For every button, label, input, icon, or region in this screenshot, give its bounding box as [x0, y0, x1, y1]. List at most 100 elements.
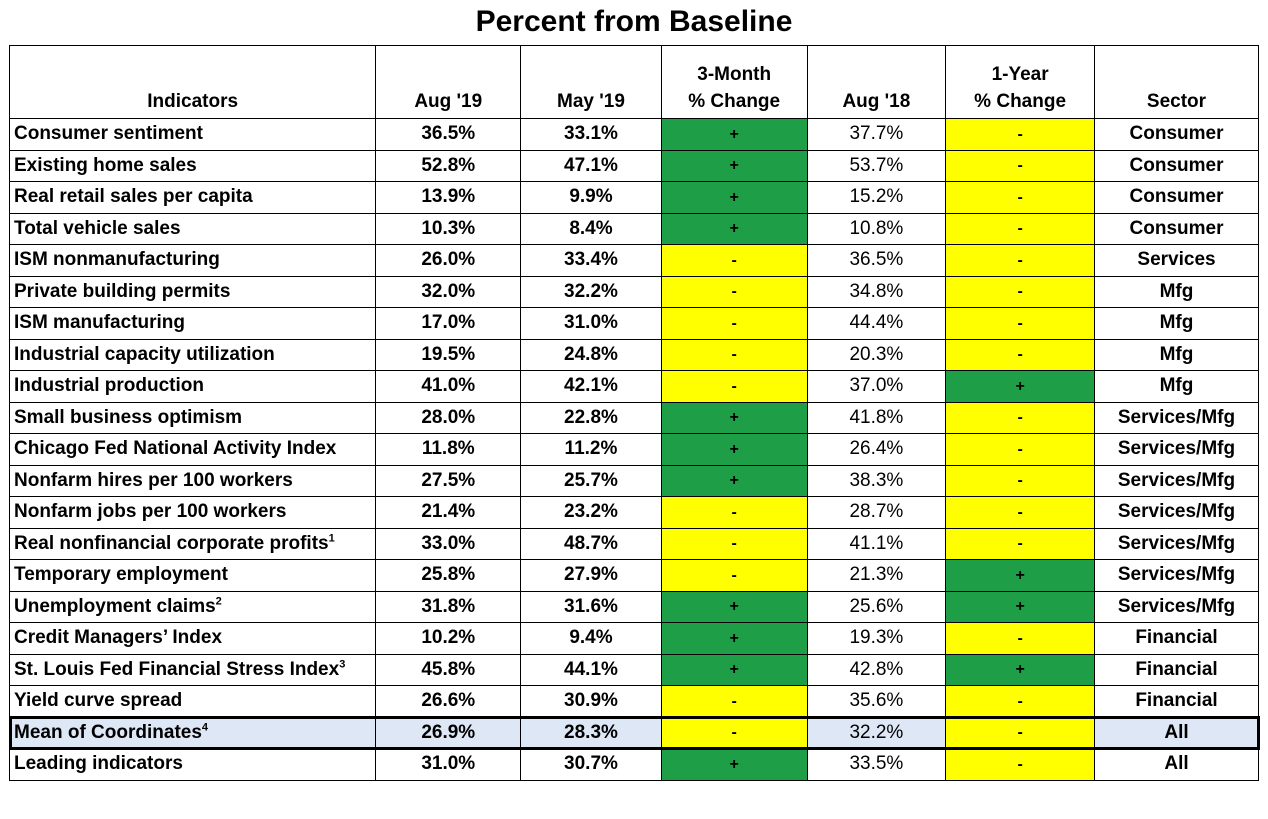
indicator-name-cell: Industrial capacity utilization — [8, 338, 377, 371]
may19-value: 30.9% — [520, 685, 662, 718]
sector-value: Services/Mfg — [1094, 433, 1259, 466]
indicator-name: Mean of Coordinates — [14, 721, 202, 743]
indicator-name-cell: Industrial production — [8, 370, 377, 403]
change-sign: - — [1017, 188, 1023, 206]
footnote-marker: 3 — [339, 658, 346, 671]
may19-value: 44.1% — [520, 653, 662, 686]
3month-change-cell: + — [660, 433, 808, 466]
indicator-name: Nonfarm jobs per 100 workers — [14, 501, 287, 523]
sector-value: Services/Mfg — [1094, 590, 1259, 623]
change-sign: - — [1017, 629, 1023, 647]
may19-value: 28.3% — [520, 716, 662, 749]
sector-value: Consumer — [1094, 118, 1259, 151]
change-sign: - — [1017, 220, 1023, 238]
3month-change-cell: + — [660, 181, 808, 214]
may19-value: 47.1% — [520, 149, 662, 182]
aug19-value: 32.0% — [375, 275, 522, 308]
table-row: ISM nonmanufacturing 26.0% 33.4% - 36.5% - Ser… — [8, 244, 1259, 277]
table-row: Temporary employment 25.8% 27.9% - 21.3% + Ser… — [8, 559, 1259, 592]
aug18-value: 34.8% — [806, 275, 947, 308]
change-sign: + — [1015, 598, 1025, 616]
aug18-value: 53.7% — [806, 149, 947, 182]
may19-value: 33.4% — [520, 244, 662, 277]
change-sign: + — [1015, 377, 1025, 395]
aug18-value: 28.7% — [806, 496, 947, 529]
change-sign: + — [729, 755, 739, 773]
sector-value: Financial — [1094, 622, 1259, 655]
aug19-value: 17.0% — [375, 307, 522, 340]
3month-change-cell: - — [660, 716, 808, 749]
change-sign: + — [729, 472, 739, 490]
may19-value: 11.2% — [520, 433, 662, 466]
aug19-value: 10.2% — [375, 622, 522, 655]
header-aug18: Aug '18 — [806, 45, 947, 119]
change-sign: + — [729, 157, 739, 175]
aug19-value: 33.0% — [375, 527, 522, 560]
header-sector: Sector — [1094, 45, 1259, 119]
indicator-name-cell: Credit Managers’ Index — [8, 622, 377, 655]
aug19-value: 13.9% — [375, 181, 522, 214]
header-aug19: Aug '19 — [375, 45, 522, 119]
3month-change-cell: + — [660, 464, 808, 497]
change-sign: - — [731, 535, 737, 553]
may19-value: 33.1% — [520, 118, 662, 151]
3month-change-cell: - — [660, 244, 808, 277]
header-row: Indicators Aug '19 May '19 3-Month % Cha… — [8, 45, 1259, 119]
aug19-value: 31.8% — [375, 590, 522, 623]
table-row: ISM manufacturing 17.0% 31.0% - 44.4% - Mfg — [8, 307, 1259, 340]
sector-value: Mfg — [1094, 307, 1259, 340]
3month-change-cell: - — [660, 559, 808, 592]
indicator-name: St. Louis Fed Financial Stress Index — [14, 658, 340, 680]
change-sign: + — [729, 661, 739, 679]
aug19-value: 11.8% — [375, 433, 522, 466]
table-row: Nonfarm hires per 100 workers 27.5% 25.7% +… — [8, 464, 1259, 497]
aug18-value: 15.2% — [806, 181, 947, 214]
aug19-value: 52.8% — [375, 149, 522, 182]
may19-value: 48.7% — [520, 527, 662, 560]
indicator-name-cell: Chicago Fed National Activity Index — [8, 433, 377, 466]
aug18-value: 26.4% — [806, 433, 947, 466]
footnote-marker: 2 — [215, 595, 222, 608]
change-sign: + — [1015, 566, 1025, 584]
aug18-value: 10.8% — [806, 212, 947, 245]
change-sign: + — [729, 440, 739, 458]
may19-value: 9.4% — [520, 622, 662, 655]
change-sign: + — [729, 598, 739, 616]
indicator-name-cell: St. Louis Fed Financial Stress Index3 — [8, 653, 377, 686]
aug18-value: 32.2% — [806, 716, 947, 749]
3month-change-cell: - — [660, 338, 808, 371]
table-row: Small business optimism 28.0% 22.8% +41.8% -… — [8, 401, 1259, 434]
aug19-value: 41.0% — [375, 370, 522, 403]
sector-value: All — [1094, 748, 1259, 781]
aug19-value: 26.6% — [375, 685, 522, 718]
table-row-mean: Mean of Coordinates4 26.9% 28.3% -32.2% - All — [8, 716, 1260, 750]
change-sign: - — [731, 346, 737, 364]
indicator-name: Leading indicators — [14, 753, 183, 775]
indicator-name-cell: Mean of Coordinates4 — [8, 716, 377, 749]
change-sign: - — [1017, 125, 1023, 143]
sector-value: Mfg — [1094, 338, 1259, 371]
change-sign: + — [729, 125, 739, 143]
1year-change-cell: + — [945, 590, 1095, 623]
1year-change-cell: - — [945, 212, 1095, 245]
aug18-value: 37.0% — [806, 370, 947, 403]
change-sign: - — [731, 251, 737, 269]
indicator-name-cell: Consumer sentiment — [8, 118, 377, 151]
1year-change-cell: - — [945, 748, 1095, 781]
indicator-name: Consumer sentiment — [14, 123, 203, 145]
change-sign: + — [729, 188, 739, 206]
sector-value: Financial — [1094, 685, 1259, 718]
aug19-value: 26.9% — [375, 716, 522, 749]
indicator-name: Existing home sales — [14, 154, 197, 176]
header-1year-line2: % Change — [974, 91, 1067, 112]
1year-change-cell: - — [945, 716, 1095, 749]
change-sign: - — [1017, 440, 1023, 458]
table-row: Total vehicle sales 10.3% 8.4% +10.8% - Consu… — [8, 212, 1259, 245]
header-3month-change: 3-Month % Change — [660, 45, 808, 119]
may19-value: 24.8% — [520, 338, 662, 371]
change-sign: + — [729, 409, 739, 427]
change-sign: - — [1017, 314, 1023, 332]
3month-change-cell: + — [660, 653, 808, 686]
change-sign: - — [1017, 692, 1023, 710]
3month-change-cell: - — [660, 275, 808, 308]
